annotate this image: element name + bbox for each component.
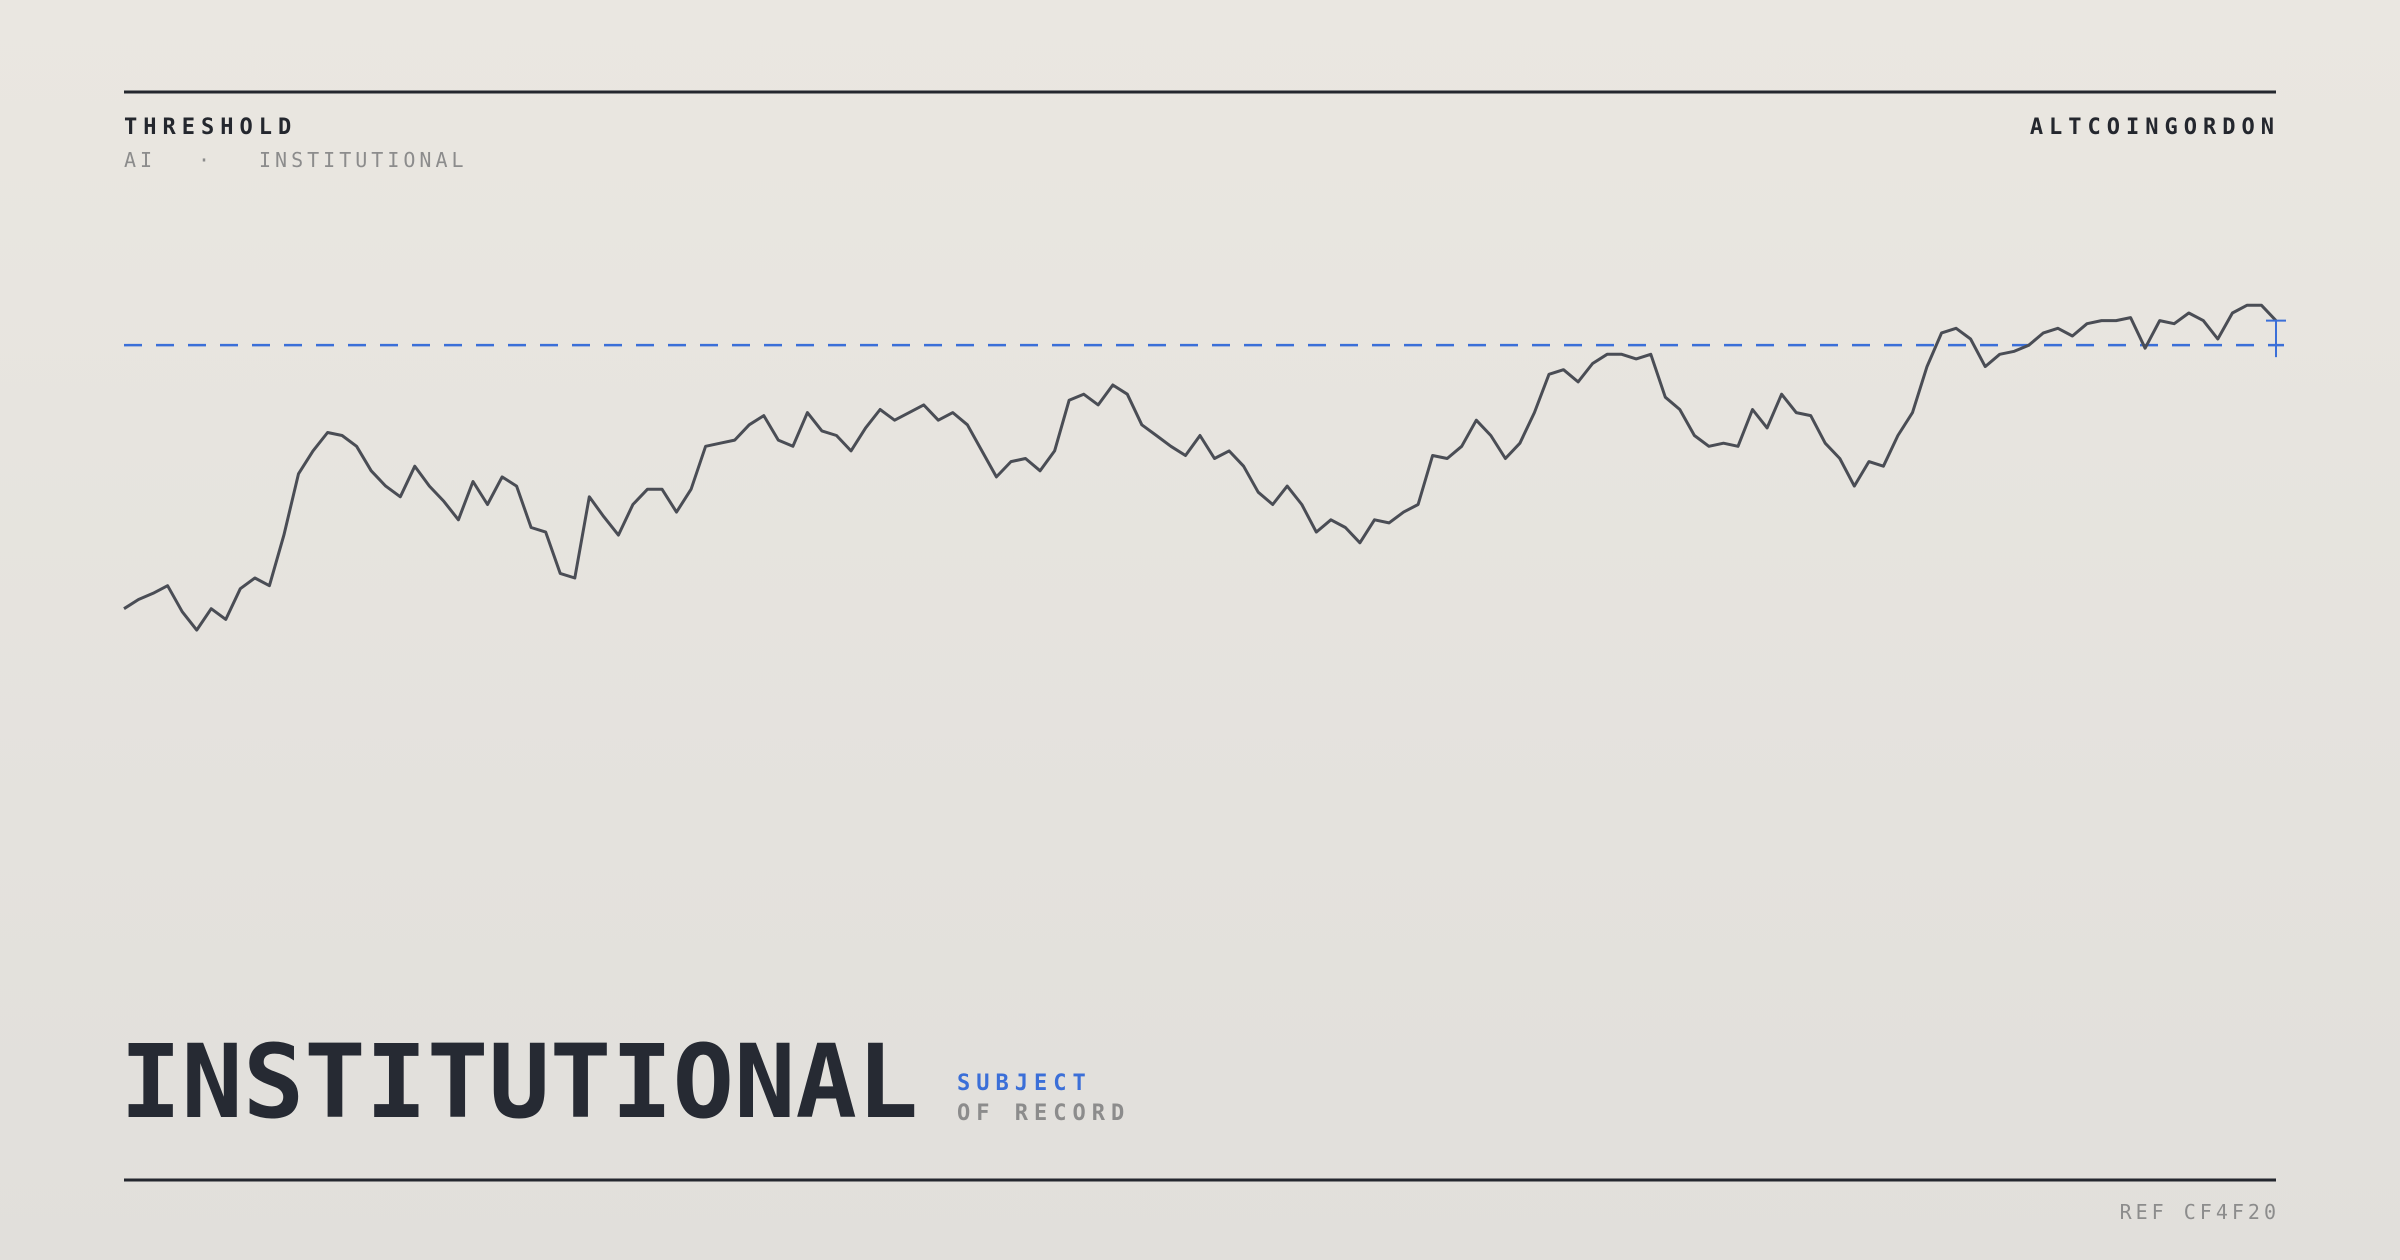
reference: REF CF4F20 <box>2120 1200 2280 1224</box>
tag: INSTITUTIONAL <box>259 148 468 172</box>
brand: ALTCOINGORDON <box>2030 115 2280 140</box>
title: THRESHOLD <box>124 115 297 140</box>
price-line <box>123 303 2278 632</box>
tag-secondary: OF RECORD <box>957 1101 1130 1126</box>
tag-primary: SUBJECT <box>957 1071 1092 1096</box>
tag: AI <box>124 148 156 172</box>
tag-separator: · <box>198 148 214 172</box>
headline: INSTITUTIONAL <box>120 1023 918 1142</box>
chart <box>123 303 2286 632</box>
